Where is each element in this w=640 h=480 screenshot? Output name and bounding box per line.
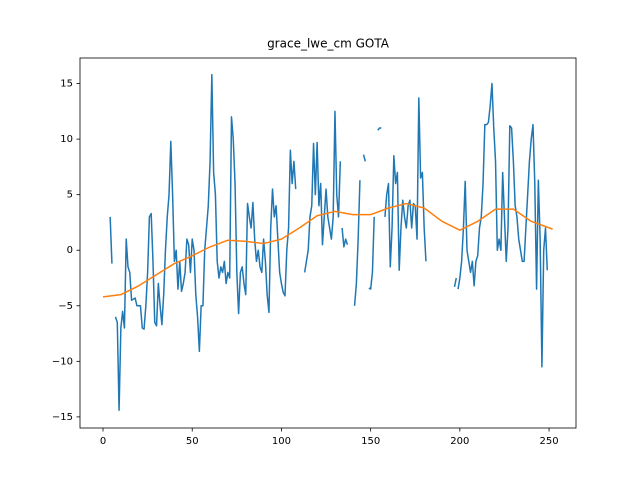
- y-tick-label: 5: [67, 190, 73, 201]
- y-tick-label: 10: [60, 134, 73, 145]
- plot-frame: [79, 57, 577, 429]
- y-tick-label: −5: [58, 301, 73, 312]
- y-tick-label: −10: [52, 356, 73, 367]
- y-tick-label: −15: [52, 412, 73, 423]
- data-line: [102, 202, 553, 298]
- y-tick-label: 15: [60, 79, 73, 90]
- x-tick-label: 50: [186, 436, 199, 447]
- x-tick-label: 200: [450, 436, 469, 447]
- x-tick-label: 0: [100, 436, 106, 447]
- x-tick-label: 150: [361, 436, 380, 447]
- chart-title: grace_lwe_cm GOTA: [267, 37, 390, 51]
- x-tick-label: 100: [272, 436, 291, 447]
- x-tick-label: 250: [540, 436, 559, 447]
- y-tick-label: 0: [67, 245, 73, 256]
- data-line: [109, 73, 549, 411]
